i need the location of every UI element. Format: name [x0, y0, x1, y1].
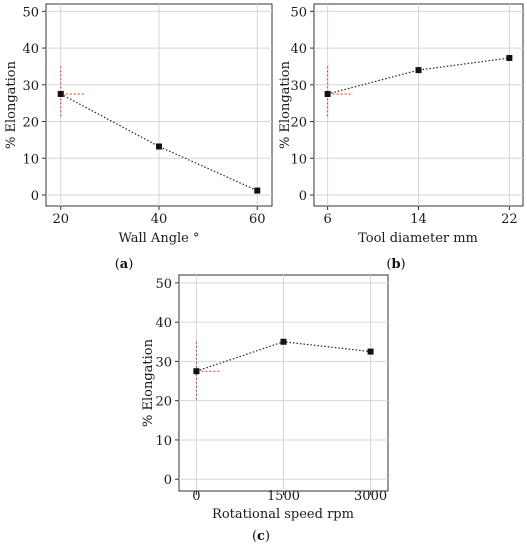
panel-caption: (a): [115, 257, 134, 272]
y-tick-label: 30: [290, 79, 307, 94]
y-tick-label: 10: [290, 152, 307, 167]
data-point: [193, 368, 200, 375]
data-point: [57, 90, 64, 97]
y-axis-label: % Elongation: [141, 338, 156, 427]
y-tick-label: 0: [164, 473, 172, 488]
data-point: [506, 54, 513, 61]
x-tick-label: 20: [52, 212, 69, 227]
y-tick-label: 0: [299, 189, 307, 204]
x-axis-label: Tool diameter mm: [358, 231, 478, 246]
y-tick-label: 40: [155, 316, 172, 331]
data-point: [254, 187, 261, 194]
panel-caption-letter: c: [257, 529, 265, 544]
chart-a: 0 10 20 30 40 50 20 40 60 Wall Angle ° % Elongatio…: [4, 3, 273, 272]
data-point: [280, 338, 287, 345]
data-point: [367, 348, 374, 355]
series-line: [60, 93, 258, 192]
x-tick-label: 6: [323, 212, 331, 227]
x-axis-label: Wall Angle °: [119, 231, 200, 246]
panel-caption-letter: a: [120, 257, 129, 272]
x-tick-label: 40: [151, 212, 168, 227]
y-tick-label: 50: [290, 5, 307, 20]
data-point: [324, 90, 331, 97]
x-tick-label: 1500: [267, 489, 300, 504]
y-tick-label: 20: [155, 395, 172, 410]
x-tick-label: 3000: [354, 489, 387, 504]
y-tick-label: 30: [22, 79, 39, 94]
x-tick-label: 0: [192, 489, 200, 504]
y-axis-label: % Elongation: [278, 60, 293, 149]
y-tick-label: 30: [155, 355, 172, 370]
chart-b: 0 10 20 30 40 50 6 14 22 Tool diameter mm % Elonga…: [278, 3, 524, 272]
panel-caption: (c): [252, 529, 270, 544]
y-tick-label: 40: [22, 42, 39, 57]
y-tick-label: 20: [22, 116, 39, 131]
y-tick-label: 50: [155, 277, 172, 292]
data-point: [156, 143, 162, 150]
x-axis-label: Rotational speed rpm: [212, 507, 354, 522]
y-tick-label: 10: [155, 434, 172, 449]
data-point: [415, 67, 422, 74]
y-tick-label: 50: [22, 5, 39, 20]
y-tick-label: 40: [290, 42, 307, 57]
x-tick-label: 22: [501, 212, 518, 227]
y-tick-label: 10: [22, 152, 39, 167]
panel-caption-letter: b: [391, 257, 400, 272]
x-tick-label: 14: [410, 212, 427, 227]
panel-caption: (b): [386, 257, 405, 272]
x-tick-label: 60: [249, 212, 266, 227]
series-line: [327, 57, 510, 95]
y-axis-label: % Elongation: [4, 60, 19, 149]
y-tick-label: 20: [290, 116, 307, 131]
y-tick-label: 0: [31, 189, 39, 204]
